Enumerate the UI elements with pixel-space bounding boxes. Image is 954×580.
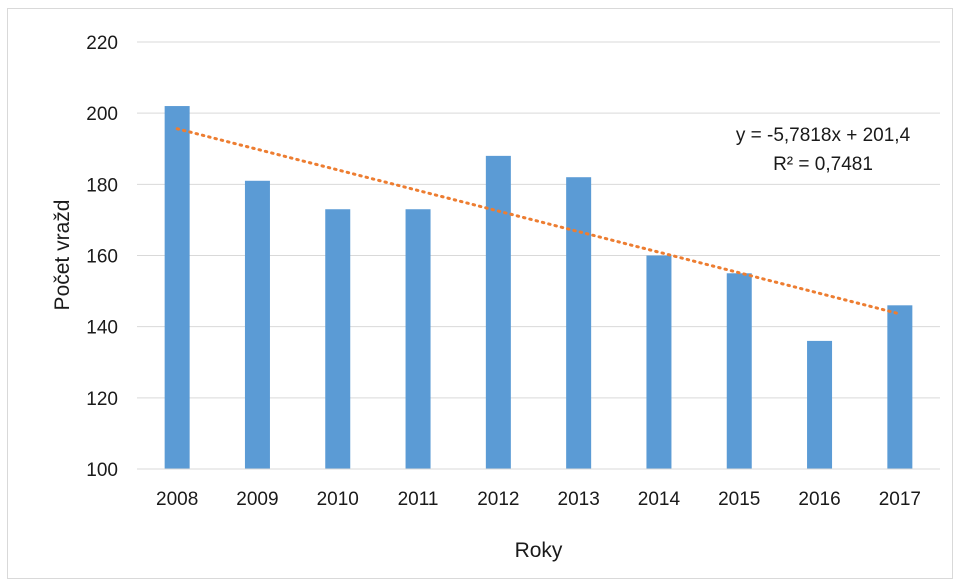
trendline-r-squared: R² = 0,7481 xyxy=(773,154,873,175)
bar-2009 xyxy=(244,180,270,469)
bar-2014 xyxy=(646,255,672,469)
x-tick-label: 2015 xyxy=(718,489,760,510)
bar-2012 xyxy=(485,155,511,469)
bar-2013 xyxy=(566,177,592,469)
x-tick-label: 2017 xyxy=(879,489,921,510)
x-tick-label: 2009 xyxy=(236,489,278,510)
gridlines xyxy=(137,41,940,399)
bars xyxy=(164,106,913,470)
y-tick-label: 160 xyxy=(86,247,118,268)
bar-2016 xyxy=(807,340,833,469)
y-tick-label: 140 xyxy=(86,318,118,339)
y-tick-label: 220 xyxy=(86,33,118,54)
x-tick-label: 2012 xyxy=(477,489,519,510)
trendline-equation: y = -5,7818x + 201,4 xyxy=(736,125,911,146)
trendline xyxy=(175,127,902,316)
bar-2008 xyxy=(164,106,190,470)
x-tick-label: 2016 xyxy=(798,489,840,510)
y-tick-label: 120 xyxy=(86,389,118,410)
y-axis-ticks: 100 120 140 160 180 200 220 xyxy=(86,33,118,481)
trendline-group xyxy=(175,127,902,316)
x-tick-label: 2010 xyxy=(317,489,359,510)
bar-2010 xyxy=(325,209,351,469)
x-axis-ticks: 2008 2009 2010 2011 2012 2013 2014 2015 2016 2017 xyxy=(156,489,921,510)
x-tick-label: 2008 xyxy=(156,489,198,510)
bar-2017 xyxy=(887,305,913,469)
y-tick-label: 200 xyxy=(86,104,118,125)
y-axis-title: Počet vražd xyxy=(51,200,74,311)
bar-2011 xyxy=(405,209,431,469)
y-tick-label: 180 xyxy=(86,175,118,196)
y-tick-label: 100 xyxy=(86,460,118,481)
x-tick-label: 2011 xyxy=(398,489,439,510)
x-tick-label: 2013 xyxy=(558,489,600,510)
x-axis-title: Roky xyxy=(515,539,563,562)
x-tick-label: 2014 xyxy=(638,489,681,510)
bar-2015 xyxy=(726,273,752,469)
